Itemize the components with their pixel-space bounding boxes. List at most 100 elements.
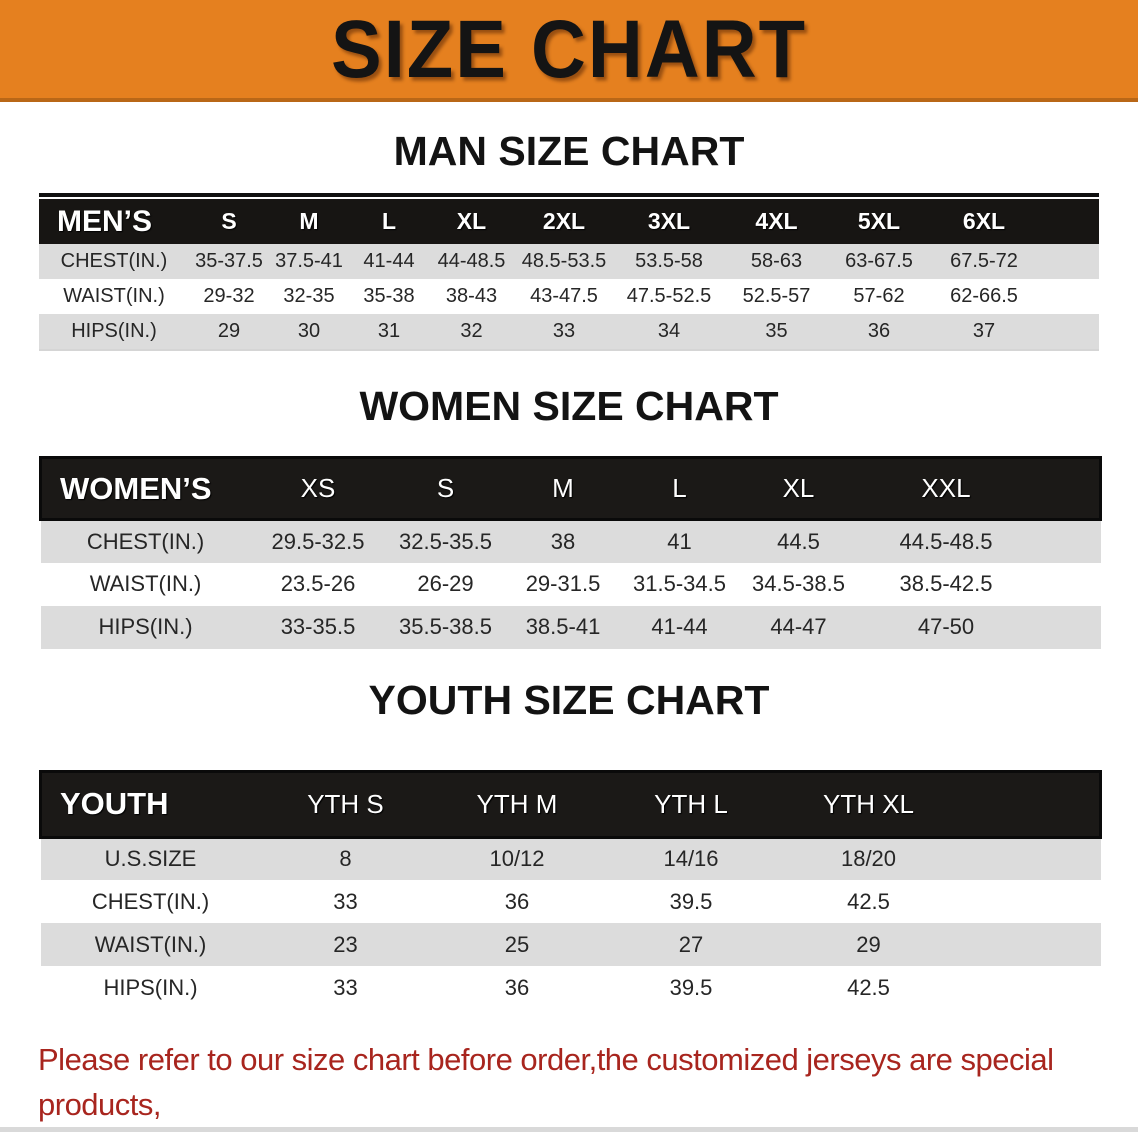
youth-section-heading: YOUTH SIZE CHART [368, 676, 770, 723]
table-cell: 38 [550, 528, 576, 554]
table-cell-filler [959, 923, 1101, 966]
men-table-top-rule [39, 193, 1099, 197]
table-cell: 25 [504, 931, 530, 957]
table-cell: 29-31.5 [525, 571, 601, 596]
table-cell: 29 [856, 931, 881, 957]
table-cell: 34.5-38.5 [752, 571, 845, 596]
table-cell: 47.5-52.5 [626, 285, 712, 307]
column-header: YTH XL [822, 788, 915, 819]
table-cell: 30 [297, 320, 321, 342]
table-cell: 35-37.5 [195, 250, 263, 272]
table-cell: 35-38 [363, 285, 415, 307]
column-header: XL [456, 208, 487, 234]
table-cell: 14/16 [663, 846, 719, 872]
order-policy-note-line1: Please refer to our size chart before or… [38, 1042, 1054, 1122]
table-cell-filler [1039, 244, 1099, 279]
table-cell: 47-50 [917, 614, 975, 639]
table-cell: 35 [765, 320, 788, 342]
table-cell: 44.5 [777, 528, 820, 554]
table-cell: 53.5-58 [635, 250, 703, 272]
table-cell: 27 [678, 931, 704, 957]
table-cell: 41 [667, 528, 692, 554]
bottom-edge-strip [0, 1127, 1138, 1132]
table-cell: 52.5-57 [742, 285, 811, 307]
table-cell: 8 [339, 846, 352, 872]
column-header: S [221, 208, 237, 234]
women-corner-label: WOMEN’S [60, 470, 212, 506]
table-row: U.S.SIZE 8 10/12 14/16 18/20 [40, 837, 1101, 880]
table-cell: 36 [867, 320, 891, 342]
women-section-heading: WOMEN SIZE CHART [359, 383, 779, 429]
column-header: 4XL [755, 208, 798, 234]
men-section-heading: MAN SIZE CHART [393, 128, 745, 174]
table-cell: 18/20 [840, 846, 897, 872]
table-cell: 63-67.5 [845, 250, 913, 272]
row-label: WAIST(IN.) [63, 285, 165, 307]
column-header-filler [1034, 458, 1101, 520]
youth-table: YOUTH YTH S YTH M YTH L YTH XL U.S.SIZE … [39, 770, 1101, 1009]
table-cell: 62-66.5 [950, 285, 1018, 307]
row-label: HIPS(IN.) [71, 320, 157, 342]
table-cell: 48.5-53.5 [521, 250, 607, 272]
row-label: HIPS(IN.) [103, 974, 198, 1000]
table-cell: 32-35 [283, 285, 335, 307]
table-cell-filler [959, 880, 1101, 923]
column-header: XXL [921, 473, 971, 503]
column-header: 3XL [647, 208, 691, 234]
table-cell: 29-32 [203, 285, 255, 307]
table-cell-filler [959, 966, 1101, 1009]
table-cell: 36 [504, 888, 530, 914]
column-header: S [436, 473, 455, 503]
table-row: CHEST(IN.) 33 36 39.5 42.5 [40, 880, 1101, 923]
table-cell: 41-44 [363, 250, 415, 272]
table-cell: 23.5-26 [280, 571, 356, 596]
table-cell: 31 [377, 320, 401, 342]
table-cell: 31.5-34.5 [633, 571, 726, 596]
banner: SIZE CHART [0, 0, 1138, 102]
column-header: YTH S [307, 788, 384, 819]
table-cell: 33 [333, 888, 358, 914]
men-corner-label: MEN’S [57, 204, 153, 238]
column-header: 6XL [962, 208, 1006, 234]
table-cell: 58-63 [750, 250, 803, 272]
table-cell: 38.5-42.5 [899, 571, 993, 596]
column-header-filler [1039, 199, 1099, 244]
table-cell: 35.5-38.5 [399, 614, 492, 639]
table-cell-filler [1039, 314, 1099, 349]
men-table-bottom-rule [39, 349, 1099, 351]
table-cell: 32.5-35.5 [399, 528, 492, 554]
column-header: XS [300, 473, 336, 503]
table-cell: 10/12 [489, 846, 545, 872]
row-label: CHEST(IN.) [91, 888, 210, 914]
men-table: MEN’S S M L XL 2XL 3XL 4XL 5XL 6XL CHEST… [39, 193, 1099, 351]
women-header-row: WOMEN’S XS S M L XL XXL [40, 457, 1101, 520]
table-cell: 44-48.5 [437, 250, 506, 272]
table-cell-filler [1034, 520, 1101, 563]
row-label: WAIST(IN.) [94, 931, 207, 957]
table-cell-filler [1034, 563, 1101, 606]
table-cell-filler [959, 837, 1101, 880]
table-cell: 38.5-41 [525, 614, 601, 639]
table-row: WAIST(IN.) 29-32 32-35 35-38 38-43 43-47… [39, 279, 1099, 314]
men-header-row: MEN’S S M L XL 2XL 3XL 4XL 5XL 6XL [39, 199, 1099, 244]
row-label: HIPS(IN.) [98, 614, 193, 639]
column-header: M [552, 473, 574, 503]
table-row: HIPS(IN.) 33 36 39.5 42.5 [40, 966, 1101, 1009]
table-row: HIPS(IN.) 29 30 31 32 33 34 35 36 37 [39, 314, 1099, 349]
table-cell: 32 [460, 320, 483, 342]
column-header: XL [782, 473, 815, 503]
table-cell: 36 [504, 974, 530, 1000]
table-cell: 33-35.5 [280, 614, 356, 639]
table-row: CHEST(IN.) 35-37.5 37.5-41 41-44 44-48.5… [39, 244, 1099, 279]
table-cell: 44-47 [770, 614, 827, 639]
table-cell: 43-47.5 [530, 285, 598, 307]
table-row: HIPS(IN.) 33-35.5 35.5-38.5 38.5-41 41-4… [40, 605, 1101, 649]
table-cell: 41-44 [651, 614, 708, 639]
table-cell: 37.5-41 [275, 250, 343, 272]
youth-corner-label: YOUTH [60, 786, 169, 821]
table-cell: 42.5 [847, 974, 890, 1000]
table-cell: 33 [333, 974, 358, 1000]
table-cell: 44.5-48.5 [899, 528, 993, 554]
table-row: CHEST(IN.) 29.5-32.5 32.5-35.5 38 41 44.… [40, 519, 1101, 563]
